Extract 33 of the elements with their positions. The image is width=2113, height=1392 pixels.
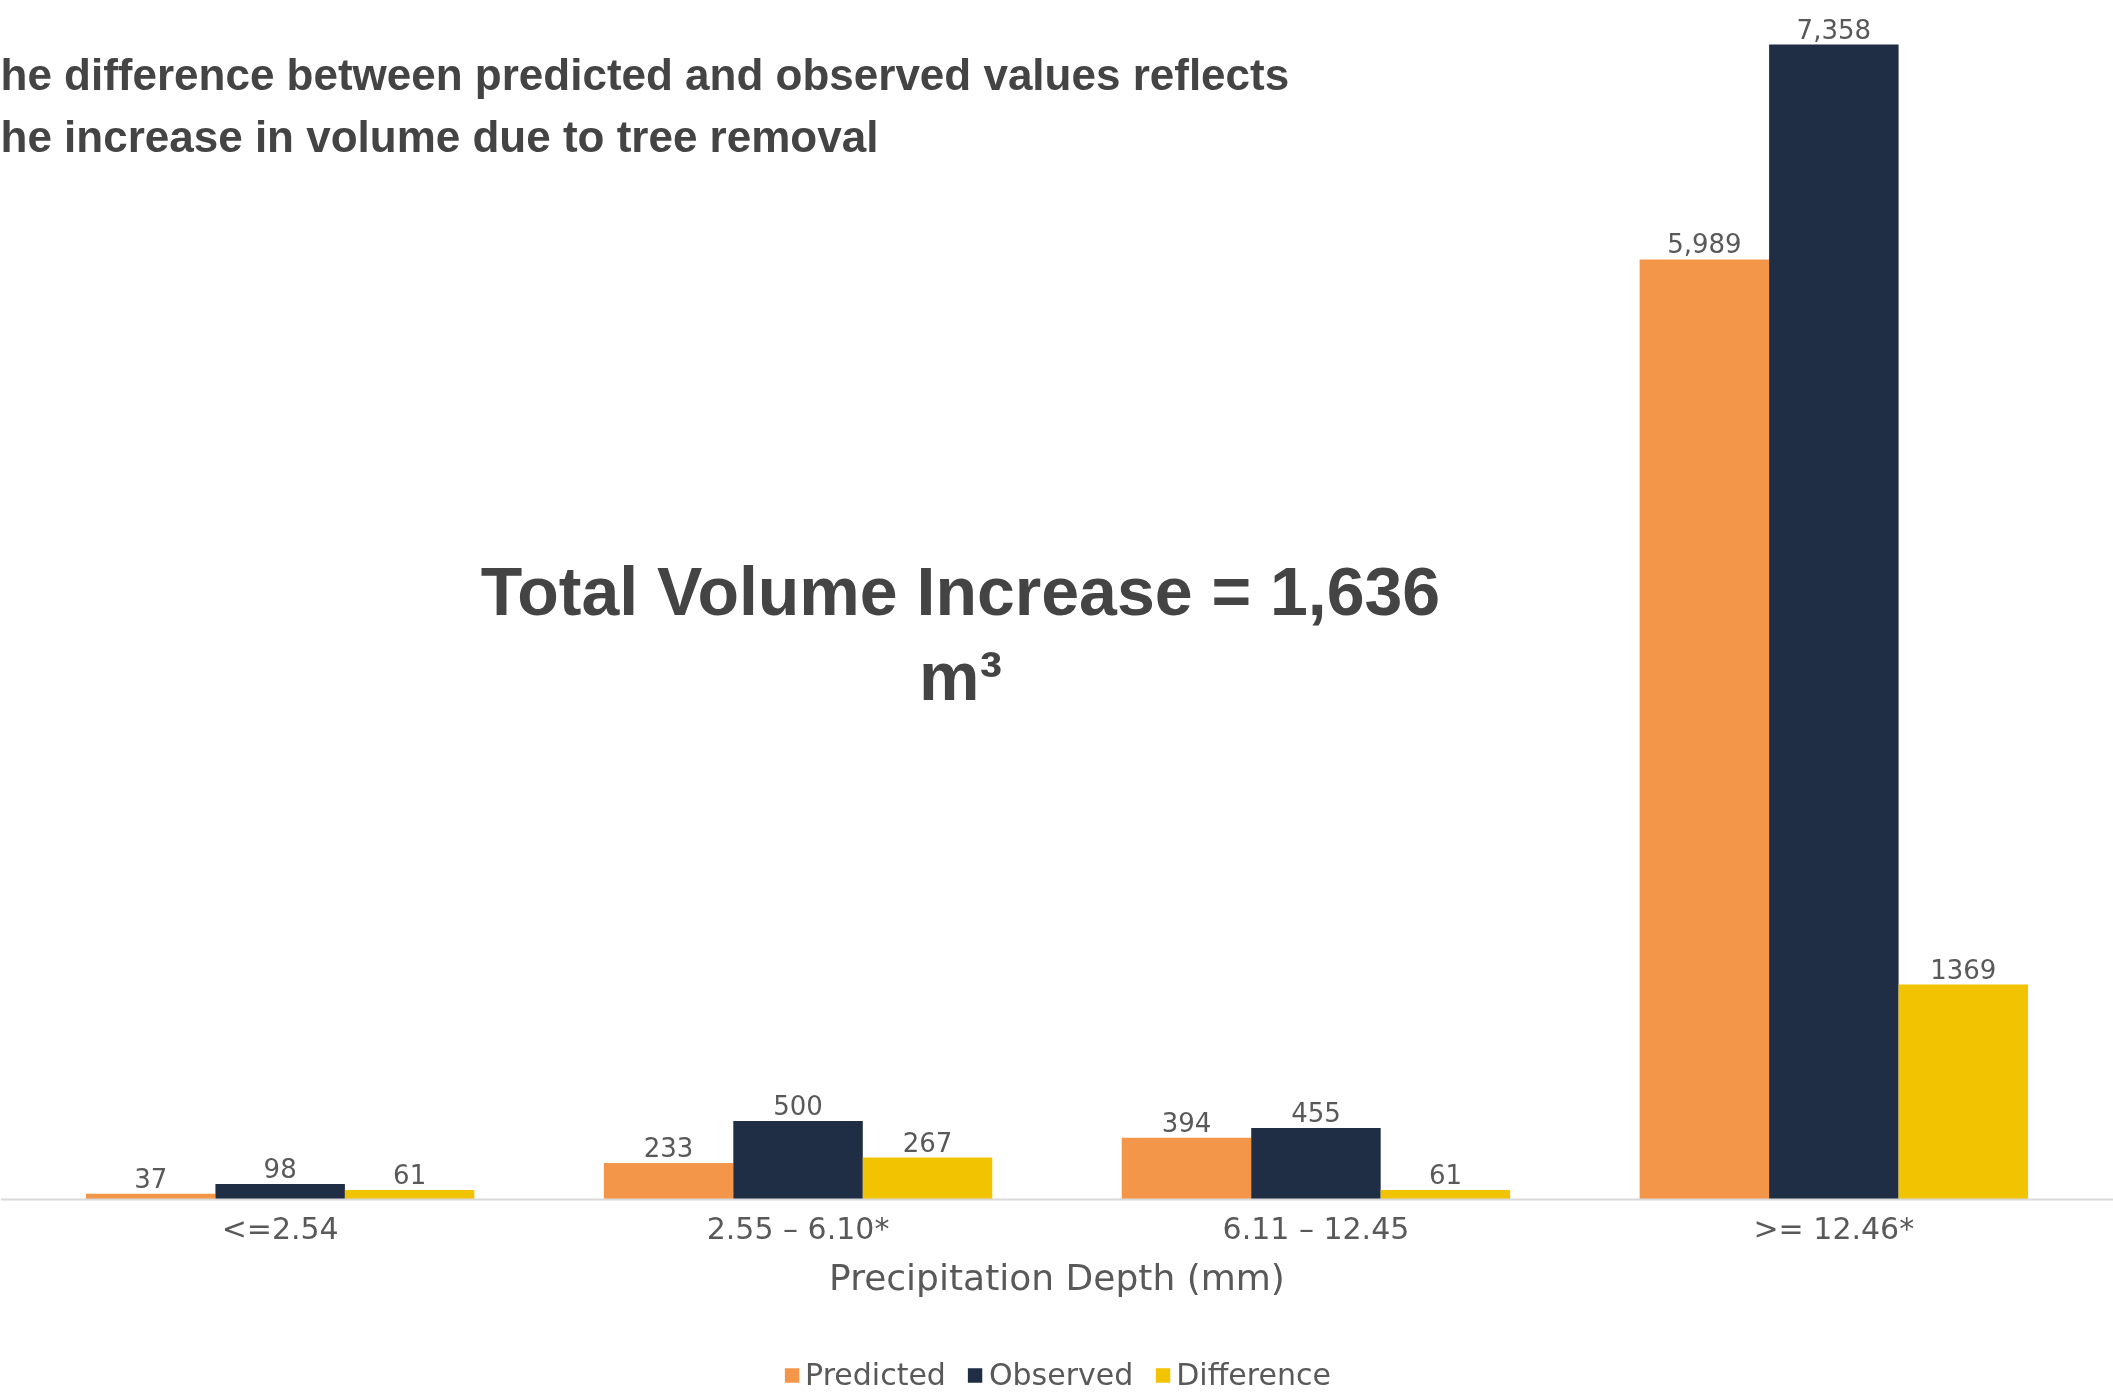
bar (215, 1184, 345, 1200)
data-label: 455 (1291, 1098, 1341, 1129)
bar (1898, 984, 2029, 1200)
legend-label: Predicted (805, 1357, 946, 1392)
x-tick-label: >= 12.46* (1753, 1210, 1915, 1246)
data-label: 98 (263, 1154, 297, 1185)
data-label: 37 (134, 1163, 168, 1194)
data-label: 1369 (1930, 954, 1997, 985)
bar (1380, 1189, 1511, 1200)
data-label: 267 (902, 1127, 953, 1158)
bar (344, 1189, 475, 1200)
bar (603, 1162, 734, 1200)
legend-label: Difference (1176, 1357, 1331, 1392)
x-axis-title: Precipitation Depth (mm) (829, 1256, 1285, 1298)
bar (862, 1157, 993, 1200)
data-label: 61 (1428, 1159, 1462, 1190)
data-label: 500 (773, 1091, 823, 1122)
data-label: 233 (643, 1132, 694, 1163)
annotation: Total Volume Increase = 1,636 m³ (480, 552, 1441, 714)
x-tick-label: 6.11 – 12.45 (1222, 1210, 1410, 1246)
data-label: 5,989 (1667, 229, 1742, 260)
x-tick-label: 2.55 – 6.10* (706, 1210, 890, 1246)
data-label: 394 (1161, 1107, 1212, 1138)
bar (733, 1121, 863, 1200)
bar (1251, 1128, 1381, 1200)
text: he difference between predicted and observed values reflects he increase in volume due to tree removal (0, 50, 1290, 161)
bar (1121, 1137, 1252, 1200)
data-label: 61 (393, 1159, 427, 1190)
data-label: 7,358 (1796, 14, 1872, 45)
bar (1769, 44, 1899, 1200)
x-tick-label: <=2.54 (221, 1210, 339, 1246)
bar (1639, 259, 1770, 1200)
legend-label: Observed (988, 1357, 1134, 1392)
